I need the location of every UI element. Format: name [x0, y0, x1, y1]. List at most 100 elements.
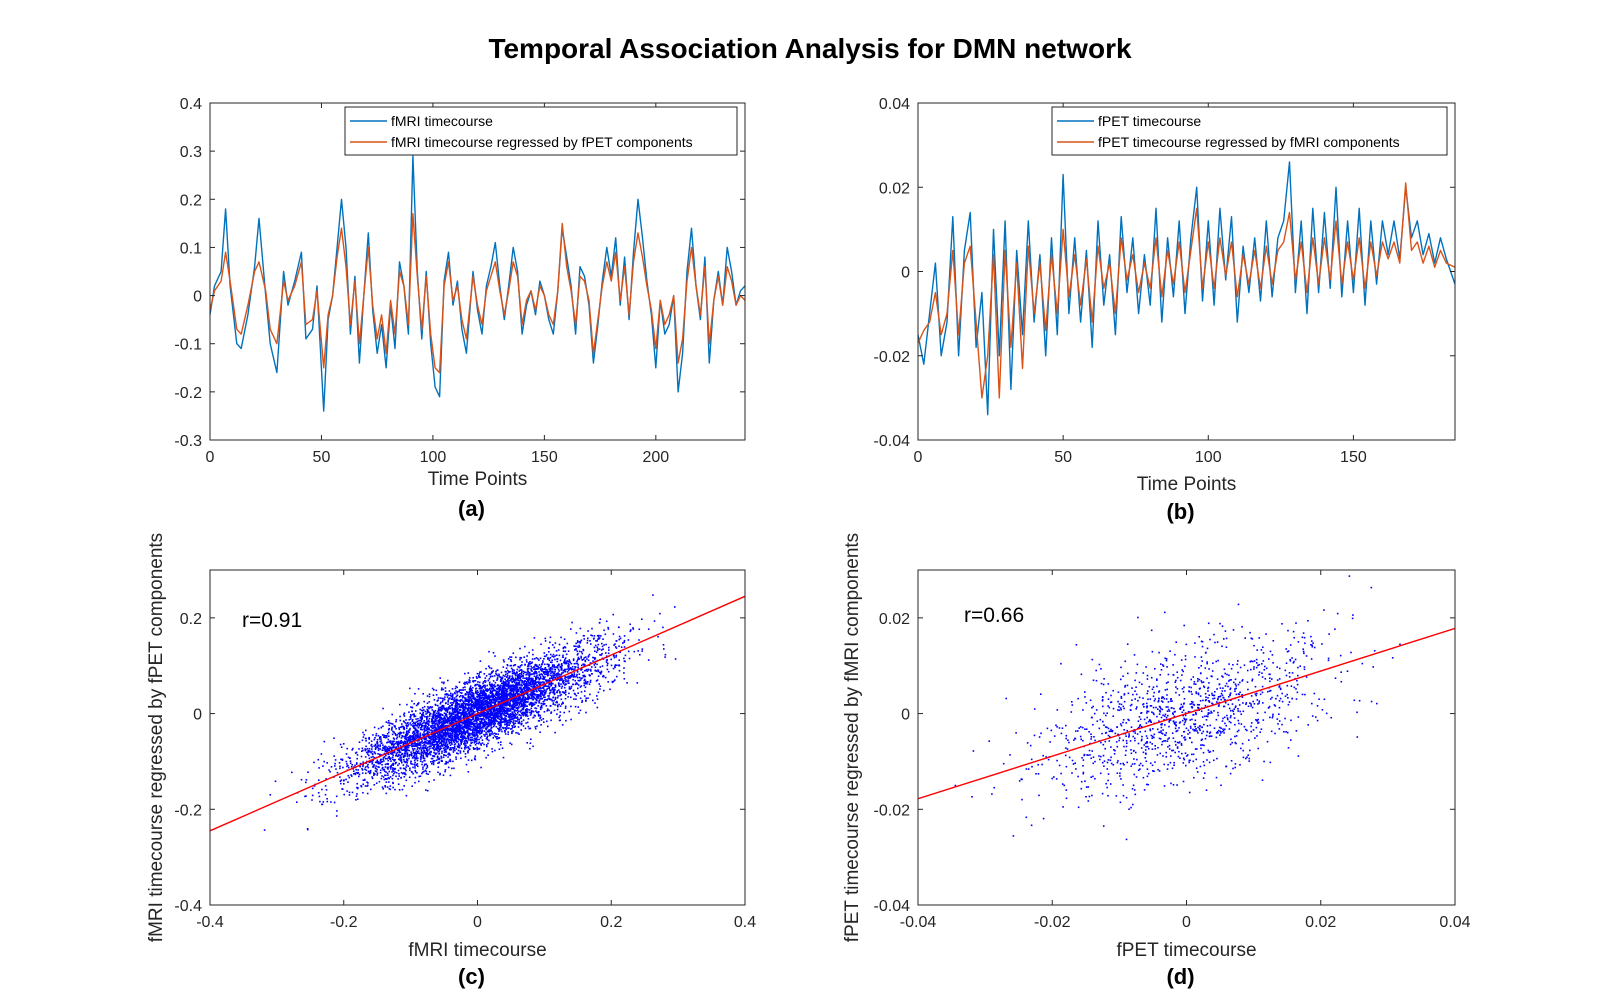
scatter-point — [494, 701, 497, 704]
scatter-point — [378, 738, 381, 740]
scatter-point — [451, 747, 453, 749]
scatter-point — [359, 762, 362, 765]
scatter-point — [521, 712, 524, 715]
scatter-point — [551, 671, 554, 674]
scatter-point — [415, 755, 418, 758]
scatter-point — [454, 727, 457, 729]
scatter-point — [532, 692, 535, 694]
scatter-point — [404, 754, 406, 756]
scatter-point — [432, 711, 435, 714]
scatter-point — [479, 690, 482, 692]
x-tick-label: 0 — [914, 449, 923, 466]
scatter-point — [343, 793, 345, 796]
scatter-point — [452, 711, 455, 714]
scatter-point — [556, 679, 558, 681]
scatter-point — [515, 690, 517, 693]
scatter-point — [437, 758, 439, 760]
scatter-point — [329, 771, 331, 773]
scatter-point — [464, 753, 467, 755]
scatter-point — [506, 697, 509, 699]
scatter-point — [544, 637, 547, 640]
scatter-point — [432, 761, 435, 764]
scatter-point — [490, 696, 492, 698]
scatter-point — [502, 688, 505, 691]
scatter-point — [623, 635, 626, 637]
scatter-point — [526, 689, 528, 691]
scatter-point — [548, 683, 550, 686]
scatter-point — [445, 738, 448, 741]
scatter-point — [507, 658, 510, 660]
scatter-point — [473, 680, 475, 682]
scatter-point — [516, 678, 518, 681]
scatter-point — [443, 716, 446, 718]
scatter-point — [465, 711, 467, 713]
scatter-point — [455, 699, 458, 702]
scatter-point — [379, 754, 382, 756]
scatter-point — [486, 745, 488, 748]
scatter-point — [526, 721, 529, 724]
scatter-point — [446, 729, 449, 732]
scatter-point — [589, 668, 592, 671]
scatter-point — [562, 682, 565, 685]
scatter-point — [478, 738, 480, 741]
scatter-point — [490, 727, 492, 729]
scatter-point — [530, 694, 532, 696]
scatter-point — [438, 706, 440, 709]
scatter-point — [520, 691, 522, 694]
scatter-point — [414, 765, 416, 767]
scatter-point — [376, 759, 379, 762]
scatter-point — [368, 761, 371, 764]
scatter-point — [613, 654, 615, 657]
scatter-point — [430, 720, 433, 723]
scatter-point — [541, 663, 543, 666]
scatter-point — [444, 687, 447, 689]
scatter-point — [374, 752, 377, 755]
scatter-point — [367, 782, 369, 784]
scatter-point — [400, 747, 403, 749]
scatter-point — [563, 679, 565, 682]
scatter-point — [536, 684, 538, 687]
scatter-point — [537, 681, 539, 683]
scatter-point — [373, 738, 376, 741]
scatter-point — [429, 743, 432, 745]
scatter-point — [387, 766, 390, 769]
scatter-point — [441, 697, 443, 700]
scatter-point — [421, 751, 424, 753]
scatter-point — [536, 657, 539, 660]
scatter-point — [394, 734, 397, 736]
scatter-point — [492, 698, 494, 701]
scatter-point — [392, 744, 395, 747]
scatter-point — [455, 703, 457, 705]
scatter-point — [460, 714, 462, 717]
scatter-point — [416, 736, 419, 739]
scatter-point — [480, 707, 482, 709]
scatter-point — [449, 760, 452, 763]
scatter-point — [480, 744, 482, 746]
series-line-b-2 — [918, 182, 1455, 399]
scatter-point — [629, 623, 631, 626]
scatter-point — [529, 697, 531, 700]
scatter-point — [385, 754, 387, 757]
scatter-point — [399, 703, 401, 706]
scatter-point — [447, 766, 450, 769]
scatter-point — [589, 640, 591, 642]
scatter-point — [522, 705, 525, 707]
x-axis-label-a: Time Points — [428, 469, 528, 490]
scatter-point — [473, 707, 475, 710]
scatter-point — [566, 671, 569, 673]
scatter-point — [474, 741, 476, 743]
scatter-point — [435, 689, 438, 692]
scatter-point — [489, 701, 492, 704]
scatter-point — [465, 723, 467, 726]
scatter-point — [529, 684, 531, 687]
scatter-point — [493, 732, 496, 735]
scatter-point — [496, 669, 498, 672]
scatter-point — [554, 696, 557, 699]
scatter-point — [601, 645, 604, 648]
scatter-point — [453, 739, 456, 741]
scatter-point — [520, 684, 522, 686]
scatter-point — [391, 767, 394, 769]
y-tick-label: -0.04 — [874, 433, 911, 450]
scatter-point — [552, 676, 555, 679]
scatter-point — [390, 760, 392, 762]
